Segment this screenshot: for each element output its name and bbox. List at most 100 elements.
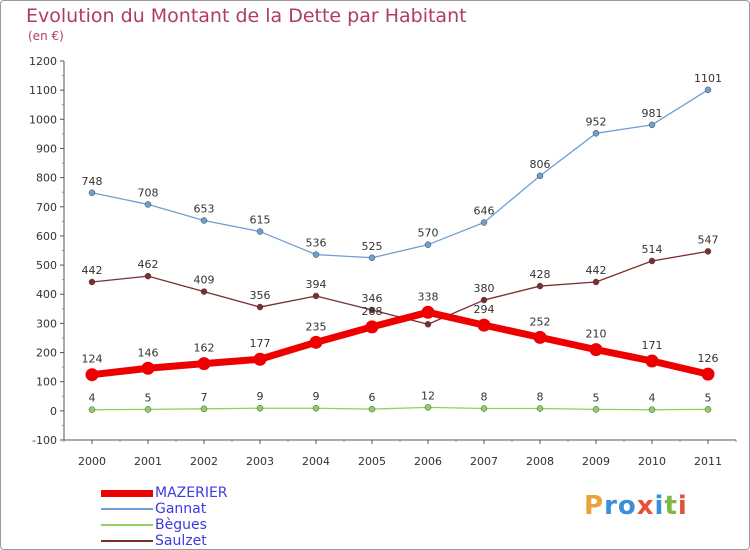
legend-item: Gannat <box>101 501 228 517</box>
data-point-bègues <box>592 406 600 413</box>
series-line-saulzet <box>91 250 709 325</box>
data-point-saulzet <box>256 303 264 311</box>
data-point-gannat <box>648 121 656 129</box>
y-tick-label: 200 <box>36 347 57 360</box>
x-tick-label: 2005 <box>358 455 386 468</box>
data-label-saulzet: 462 <box>138 258 159 271</box>
data-label-mazerier: 162 <box>194 342 215 355</box>
data-label-bègues: 5 <box>145 391 152 404</box>
data-point-bègues <box>312 404 320 412</box>
chart-subtitle: (en €) <box>28 29 64 43</box>
legend-label: Gannat <box>155 501 207 517</box>
y-tick-label: 900 <box>36 142 57 155</box>
data-point-saulzet <box>648 257 656 265</box>
data-label-gannat: 748 <box>82 175 103 188</box>
data-label-mazerier: 177 <box>250 337 271 350</box>
data-label-gannat: 646 <box>474 205 495 218</box>
data-point-saulzet <box>480 296 488 304</box>
data-point-mazerier <box>141 361 155 375</box>
data-point-saulzet <box>424 321 432 328</box>
data-point-gannat <box>144 201 152 208</box>
series-line-bègues <box>91 406 709 411</box>
legend-swatch <box>101 489 153 497</box>
data-point-mazerier <box>309 335 323 349</box>
data-label-gannat: 525 <box>362 240 383 253</box>
data-label-bègues: 7 <box>201 391 208 404</box>
legend-swatch <box>101 508 153 510</box>
x-tick-label: 2000 <box>78 455 106 468</box>
data-point-gannat <box>88 189 96 197</box>
data-label-bègues: 5 <box>705 391 712 404</box>
data-label-gannat: 570 <box>418 227 439 240</box>
data-label-bègues: 8 <box>537 391 544 404</box>
data-point-gannat <box>536 172 544 180</box>
x-tick-label: 2010 <box>638 455 666 468</box>
legend-swatch <box>101 524 153 526</box>
x-tick-label: 2007 <box>470 455 498 468</box>
y-tick-label: 0 <box>50 405 57 418</box>
data-label-saulzet: 380 <box>474 282 495 295</box>
data-label-bègues: 12 <box>421 389 435 402</box>
data-label-saulzet: 394 <box>306 278 327 291</box>
data-label-bègues: 4 <box>89 392 96 405</box>
data-point-mazerier <box>701 367 715 381</box>
data-point-gannat <box>424 241 432 248</box>
legend-item: MAZERIER <box>101 485 228 501</box>
y-tick-label: 1000 <box>29 113 57 126</box>
data-label-gannat: 981 <box>642 107 663 120</box>
x-tick-label: 2011 <box>694 455 722 468</box>
data-point-mazerier <box>253 352 267 366</box>
data-point-saulzet <box>200 288 208 295</box>
data-point-bègues <box>704 406 712 413</box>
y-tick-label: 1100 <box>29 84 57 97</box>
data-label-mazerier: 146 <box>138 346 159 359</box>
data-label-saulzet: 428 <box>530 268 551 281</box>
data-label-mazerier: 126 <box>698 352 719 365</box>
data-label-bègues: 5 <box>593 391 600 404</box>
logo-letter: x <box>636 491 655 521</box>
y-tick-label: 100 <box>36 376 57 389</box>
data-point-mazerier <box>365 320 379 334</box>
data-point-saulzet <box>88 278 96 286</box>
data-label-gannat: 952 <box>586 115 607 128</box>
data-point-mazerier <box>421 305 435 319</box>
series-line-mazerier <box>91 308 709 379</box>
data-label-saulzet: 442 <box>82 264 103 277</box>
data-point-bègues <box>536 405 544 412</box>
legend-label: Saulzet <box>155 533 207 549</box>
legend-item: Bègues <box>101 517 228 533</box>
data-point-saulzet <box>592 278 600 286</box>
logo-letter: P <box>584 491 605 521</box>
data-point-saulzet <box>536 282 544 290</box>
data-point-bègues <box>648 406 656 413</box>
data-label-mazerier: 124 <box>82 353 103 366</box>
data-point-gannat <box>480 219 488 226</box>
data-point-gannat <box>200 217 208 224</box>
data-point-gannat <box>256 228 264 235</box>
data-label-gannat: 1101 <box>694 72 722 85</box>
data-point-mazerier <box>477 318 491 332</box>
data-point-bègues <box>144 406 152 413</box>
data-label-mazerier: 294 <box>474 303 495 316</box>
x-tick-label: 2004 <box>302 455 330 468</box>
data-label-mazerier: 210 <box>586 328 607 341</box>
data-label-mazerier: 235 <box>306 320 327 333</box>
data-point-bègues <box>88 406 96 413</box>
data-label-saulzet: 346 <box>362 292 383 305</box>
legend-label: Bègues <box>155 517 207 533</box>
data-point-bègues <box>424 404 432 411</box>
data-label-gannat: 653 <box>194 202 215 215</box>
data-point-bègues <box>200 405 208 413</box>
data-label-gannat: 536 <box>306 237 327 250</box>
data-point-mazerier <box>197 357 211 371</box>
data-label-mazerier: 288 <box>362 305 383 318</box>
logo-letter: i <box>654 491 665 521</box>
y-tick-label: 1200 <box>29 55 57 68</box>
y-tick-label: 600 <box>36 230 57 243</box>
data-point-bègues <box>480 405 488 412</box>
x-tick-label: 2003 <box>246 455 274 468</box>
data-label-saulzet: 514 <box>642 243 663 256</box>
data-label-bègues: 9 <box>313 390 320 403</box>
data-point-mazerier <box>85 368 99 382</box>
